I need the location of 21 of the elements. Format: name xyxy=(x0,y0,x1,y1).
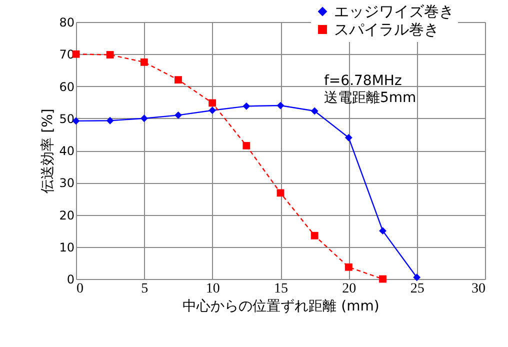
point xyxy=(413,274,421,282)
x-tick-label: 5 xyxy=(141,282,148,296)
x-axis-title: 中心からの位置ずれ距離 (mm) xyxy=(182,298,380,314)
x-tick-label: 30 xyxy=(472,282,486,296)
y-tick-label: 10 xyxy=(59,240,74,254)
y-tick-label: 30 xyxy=(59,176,74,190)
x-tick-label: 15 xyxy=(274,282,288,296)
x-tick-label: 25 xyxy=(410,282,424,296)
legend-label: スパイラル巻き xyxy=(334,20,439,38)
y-axis-title: 伝送効率 [%] xyxy=(40,108,56,194)
y-tick-label: 0 xyxy=(66,272,74,286)
y-tick-label: 20 xyxy=(59,208,74,222)
x-tick-label: 20 xyxy=(342,282,356,296)
y-tick-label: 40 xyxy=(59,144,74,158)
annotation: f=6.78MHz xyxy=(324,73,402,89)
y-tick-label: 80 xyxy=(59,16,74,30)
legend-label: エッジワイズ巻き xyxy=(334,2,454,20)
y-tick-label: 50 xyxy=(59,112,74,126)
x-tick-label: 10 xyxy=(206,282,220,296)
annotation: 送電距離5mm xyxy=(324,90,416,106)
y-tick-label: 60 xyxy=(59,80,74,94)
